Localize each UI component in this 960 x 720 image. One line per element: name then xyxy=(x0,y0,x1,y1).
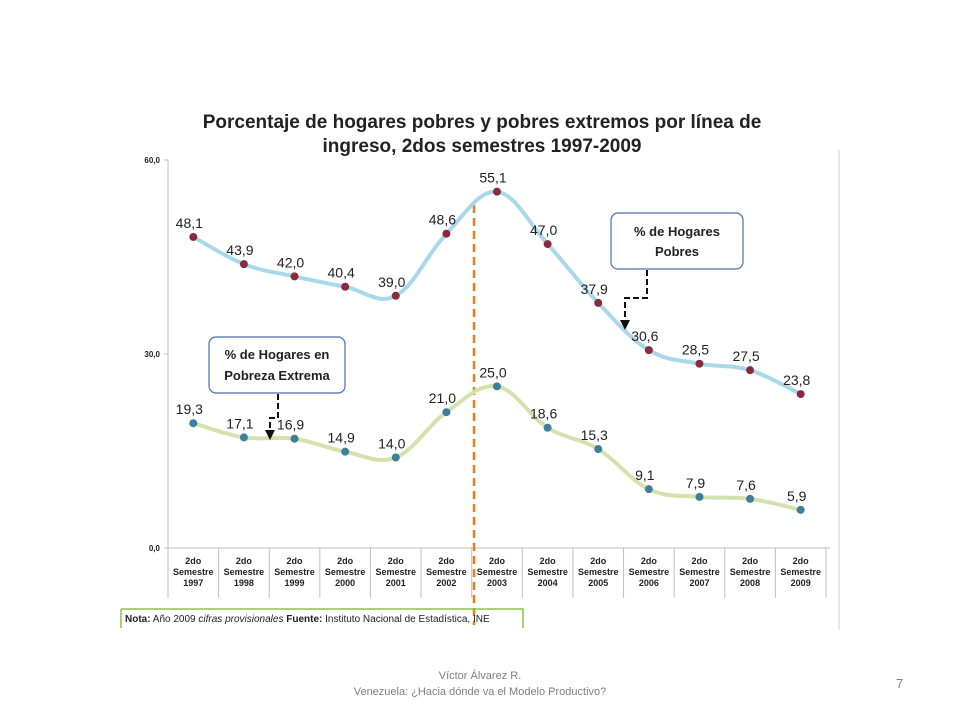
data-label: 30,6 xyxy=(631,328,658,344)
x-tick-label: 2do Semestre 2008 xyxy=(730,556,771,588)
page-number: 7 xyxy=(896,676,904,691)
data-point xyxy=(695,492,704,501)
chart-right-border xyxy=(838,150,840,630)
data-point xyxy=(746,366,755,375)
data-point xyxy=(493,187,501,196)
data-point xyxy=(239,433,248,442)
callout-extrema-arrowhead xyxy=(265,430,275,440)
data-point xyxy=(189,419,198,428)
source-text: Instituto Nacional de Estadística, INE xyxy=(325,614,490,625)
data-label: 18,6 xyxy=(530,406,557,422)
note-label: Nota: xyxy=(125,614,151,625)
data-point xyxy=(543,240,552,249)
y-tick-layer: 0,0 30,0 60,0 xyxy=(144,156,168,553)
data-point xyxy=(594,298,603,307)
chart-title-line1: Porcentaje de hogares pobres y pobres ex… xyxy=(203,112,762,133)
data-label: 47,0 xyxy=(530,222,557,238)
note-box: Nota: Año 2009 cifras provisionales Fuen… xyxy=(120,608,524,628)
x-tick-label: 2do Semestre 2000 xyxy=(325,556,366,588)
x-tick-layer: 2do Semestre 1997 2do Semestre 1998 2do Semestr… xyxy=(167,548,827,598)
data-point xyxy=(341,447,350,456)
data-label: 14,9 xyxy=(328,430,355,446)
data-label: 7,9 xyxy=(686,475,706,491)
footer-author: Víctor Álvarez R. xyxy=(438,670,522,682)
data-label: 25,0 xyxy=(479,364,506,380)
data-label: 5,9 xyxy=(787,488,807,504)
data-label: 48,6 xyxy=(429,212,456,228)
data-point xyxy=(239,260,248,269)
data-label: 28,5 xyxy=(682,342,709,358)
data-label: 42,0 xyxy=(277,254,304,270)
data-label: 37,9 xyxy=(581,281,608,297)
note-box-border xyxy=(120,608,524,628)
data-label: 17,1 xyxy=(226,415,253,431)
x-tick-label: 2do Semestre 2005 xyxy=(578,556,619,588)
callout-pobres-arrow-line xyxy=(624,270,648,322)
data-point xyxy=(796,390,805,399)
callout-extrema-arrow-line xyxy=(269,394,279,430)
callout-pobres-arrowhead xyxy=(620,320,630,330)
data-point xyxy=(290,434,299,443)
x-tick-label: 2do Semestre 2006 xyxy=(629,556,670,588)
x-tick-label: 2do Semestre 2001 xyxy=(376,556,417,588)
data-label: 23,8 xyxy=(783,372,810,388)
data-point xyxy=(189,232,198,241)
data-point xyxy=(594,445,603,454)
series-layer: 48,1 43,9 42,0 40,4 39,0 48,6 55,1 47,0 37,9 30,6… xyxy=(176,170,811,514)
data-point xyxy=(442,229,451,238)
data-point xyxy=(746,494,755,503)
note-text: Nota: Año 2009 cifras provisionales Fuen… xyxy=(125,614,490,625)
x-tick-label: 2do Semestre 1999 xyxy=(274,556,315,588)
data-label: 15,3 xyxy=(581,427,608,443)
callout-pobres-box xyxy=(610,212,744,270)
data-point xyxy=(391,291,400,300)
source-label: Fuente: xyxy=(286,614,322,625)
data-point xyxy=(644,485,653,494)
y-tick-label: 0,0 xyxy=(149,544,161,553)
y-tick-label: 30,0 xyxy=(144,350,160,359)
data-label: 19,3 xyxy=(176,401,203,417)
data-label: 48,1 xyxy=(176,215,203,231)
data-point xyxy=(290,272,299,281)
callout-pobres-line1: % de Hogares xyxy=(634,224,720,239)
chart-title-line2: ingreso, 2dos semestres 1997-2009 xyxy=(323,136,642,157)
callout-pobres-line2: Pobres xyxy=(655,244,699,259)
x-tick-label: 2do Semestre 1997 xyxy=(173,556,214,588)
footer-subtitle: Venezuela: ¿Hacia dónde va el Modelo Pro… xyxy=(353,686,607,698)
y-tick-label: 60,0 xyxy=(144,156,160,165)
data-label: 40,4 xyxy=(328,265,355,281)
data-label: 9,1 xyxy=(635,467,655,483)
data-point xyxy=(341,282,350,291)
callout-extrema-box xyxy=(208,336,346,394)
x-tick-label: 2do Semestre 2004 xyxy=(527,556,568,588)
data-label: 16,9 xyxy=(277,417,304,433)
data-label: 43,9 xyxy=(226,242,253,258)
x-tick-label: 2do Semestre 2009 xyxy=(780,556,821,588)
note-provisional: cifras provisionales xyxy=(198,614,283,625)
data-label: 55,1 xyxy=(479,170,506,186)
x-tick-label: 2do Semestre 2002 xyxy=(426,556,467,588)
data-point xyxy=(796,505,805,514)
data-label: 7,6 xyxy=(736,477,756,493)
data-point xyxy=(442,408,451,417)
data-point xyxy=(695,359,704,368)
callout-extrema: % de Hogares en Pobreza Extrema xyxy=(208,336,346,440)
callout-pobres: % de Hogares Pobres xyxy=(610,212,744,330)
x-tick-label: 2do Semestre 1998 xyxy=(224,556,265,588)
callout-extrema-line1: % de Hogares en xyxy=(225,347,330,362)
data-point xyxy=(493,382,501,391)
note-year: Año 2009 xyxy=(153,614,196,625)
data-point xyxy=(391,453,400,462)
data-label: 39,0 xyxy=(378,274,405,290)
data-label: 21,0 xyxy=(429,390,456,406)
data-point xyxy=(543,423,552,432)
x-tick-label: 2do Semestre 2007 xyxy=(679,556,720,588)
data-label: 27,5 xyxy=(732,348,759,364)
data-point xyxy=(644,346,653,355)
data-label: 14,0 xyxy=(378,435,405,451)
x-tick-label: 2do Semestre 2003 xyxy=(477,556,518,588)
callout-extrema-line2: Pobreza Extrema xyxy=(224,368,330,383)
